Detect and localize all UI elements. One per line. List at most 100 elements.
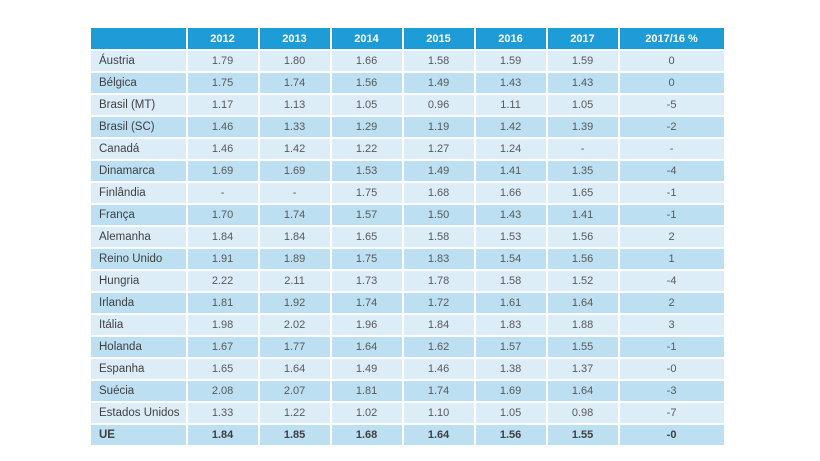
value-cell: 1.89	[259, 249, 330, 269]
value-cell: 1.19	[403, 117, 474, 137]
value-cell: 1.84	[259, 227, 330, 247]
value-cell: 1.79	[187, 51, 258, 71]
value-cell: 1.85	[259, 425, 330, 445]
table-row: Irlanda 1.81 1.92 1.74 1.72 1.61 1.64 2	[91, 293, 724, 313]
value-cell: 1.57	[331, 205, 402, 225]
value-cell: 1.83	[403, 249, 474, 269]
country-cell: Alemanha	[91, 227, 186, 247]
country-cell: Brasil (SC)	[91, 117, 186, 137]
value-cell: 1.42	[475, 117, 546, 137]
value-cell: 1.92	[259, 293, 330, 313]
value-cell: -	[547, 139, 618, 159]
value-cell: -7	[619, 403, 724, 423]
table-row: França 1.70 1.74 1.57 1.50 1.43 1.41 -1	[91, 205, 724, 225]
value-cell: 1.58	[403, 51, 474, 71]
country-cell: Holanda	[91, 337, 186, 357]
value-cell: 1.69	[475, 381, 546, 401]
value-cell: 1.84	[187, 227, 258, 247]
value-cell: 1.53	[331, 161, 402, 181]
value-cell: 1.22	[259, 403, 330, 423]
value-cell: 1.56	[475, 425, 546, 445]
value-cell: 1.33	[259, 117, 330, 137]
country-cell: Itália	[91, 315, 186, 335]
table-row: Reino Unido 1.91 1.89 1.75 1.83 1.54 1.56 1	[91, 249, 724, 269]
value-cell: 1.46	[187, 117, 258, 137]
column-header: 2017	[547, 28, 618, 49]
column-header: 2015	[403, 28, 474, 49]
value-cell: 1.35	[547, 161, 618, 181]
value-cell: 1.41	[547, 205, 618, 225]
value-cell: 1.05	[331, 95, 402, 115]
country-cell: Canadá	[91, 139, 186, 159]
value-cell: 1.78	[403, 271, 474, 291]
value-cell: 1.56	[331, 73, 402, 93]
value-cell: -1	[619, 337, 724, 357]
value-cell: 1.10	[403, 403, 474, 423]
value-cell: -5	[619, 95, 724, 115]
value-cell: 1.37	[547, 359, 618, 379]
value-cell: 1	[619, 249, 724, 269]
value-cell: 1.65	[547, 183, 618, 203]
value-cell: 1.57	[475, 337, 546, 357]
table-row: Estados Unidos 1.33 1.22 1.02 1.10 1.05 0.98 -7	[91, 403, 724, 423]
table-row: UE 1.84 1.85 1.68 1.64 1.56 1.55 -0	[91, 425, 724, 445]
table-row: Holanda 1.67 1.77 1.64 1.62 1.57 1.55 -1	[91, 337, 724, 357]
value-cell: 1.59	[547, 51, 618, 71]
value-cell: 1.67	[187, 337, 258, 357]
value-cell: 1.11	[475, 95, 546, 115]
value-cell: 1.56	[547, 249, 618, 269]
value-cell: 1.24	[475, 139, 546, 159]
value-cell: 1.53	[475, 227, 546, 247]
column-header: 2014	[331, 28, 402, 49]
value-cell: 1.72	[403, 293, 474, 313]
country-cell: Brasil (MT)	[91, 95, 186, 115]
value-cell: 1.49	[403, 73, 474, 93]
value-cell: 1.55	[547, 337, 618, 357]
value-cell: 2	[619, 227, 724, 247]
value-cell: 1.75	[187, 73, 258, 93]
value-cell: 1.74	[331, 293, 402, 313]
column-header: 2016	[475, 28, 546, 49]
value-cell: 1.39	[547, 117, 618, 137]
value-cell: -2	[619, 117, 724, 137]
table-row: Dinamarca 1.69 1.69 1.53 1.49 1.41 1.35 -4	[91, 161, 724, 181]
table-row: Suécia 2.08 2.07 1.81 1.74 1.69 1.64 -3	[91, 381, 724, 401]
value-cell: -3	[619, 381, 724, 401]
value-cell: 1.66	[331, 51, 402, 71]
value-cell: 1.17	[187, 95, 258, 115]
value-cell: 1.02	[331, 403, 402, 423]
table-row: Brasil (SC) 1.46 1.33 1.29 1.19 1.42 1.39 -2	[91, 117, 724, 137]
value-cell: 0.96	[403, 95, 474, 115]
value-cell: 1.75	[331, 183, 402, 203]
value-cell: 1.68	[403, 183, 474, 203]
value-cell: 1.43	[475, 205, 546, 225]
country-year-data-table: 2012 2013 2014 2015 2016 2017 2017/16 % Áustri…	[89, 26, 726, 447]
value-cell: 1.49	[331, 359, 402, 379]
value-cell: 1.75	[331, 249, 402, 269]
value-cell: -0	[619, 425, 724, 445]
value-cell: 1.64	[403, 425, 474, 445]
column-header: 2012	[187, 28, 258, 49]
column-header-country	[91, 28, 186, 49]
value-cell: 1.46	[403, 359, 474, 379]
value-cell: 1.62	[403, 337, 474, 357]
value-cell: 1.73	[331, 271, 402, 291]
country-cell: Áustria	[91, 51, 186, 71]
value-cell: 2.11	[259, 271, 330, 291]
value-cell: -1	[619, 205, 724, 225]
value-cell: 1.91	[187, 249, 258, 269]
value-cell: 1.66	[475, 183, 546, 203]
value-cell: -0	[619, 359, 724, 379]
value-cell: 1.56	[547, 227, 618, 247]
value-cell: 1.05	[475, 403, 546, 423]
value-cell: 1.68	[331, 425, 402, 445]
value-cell: 1.52	[547, 271, 618, 291]
table-row: Canadá 1.46 1.42 1.22 1.27 1.24- -	[91, 139, 724, 159]
value-cell: -	[259, 183, 330, 203]
country-cell: França	[91, 205, 186, 225]
value-cell: 1.43	[547, 73, 618, 93]
value-cell: -4	[619, 161, 724, 181]
value-cell: -	[187, 183, 258, 203]
country-cell: Finlândia	[91, 183, 186, 203]
country-cell: Dinamarca	[91, 161, 186, 181]
